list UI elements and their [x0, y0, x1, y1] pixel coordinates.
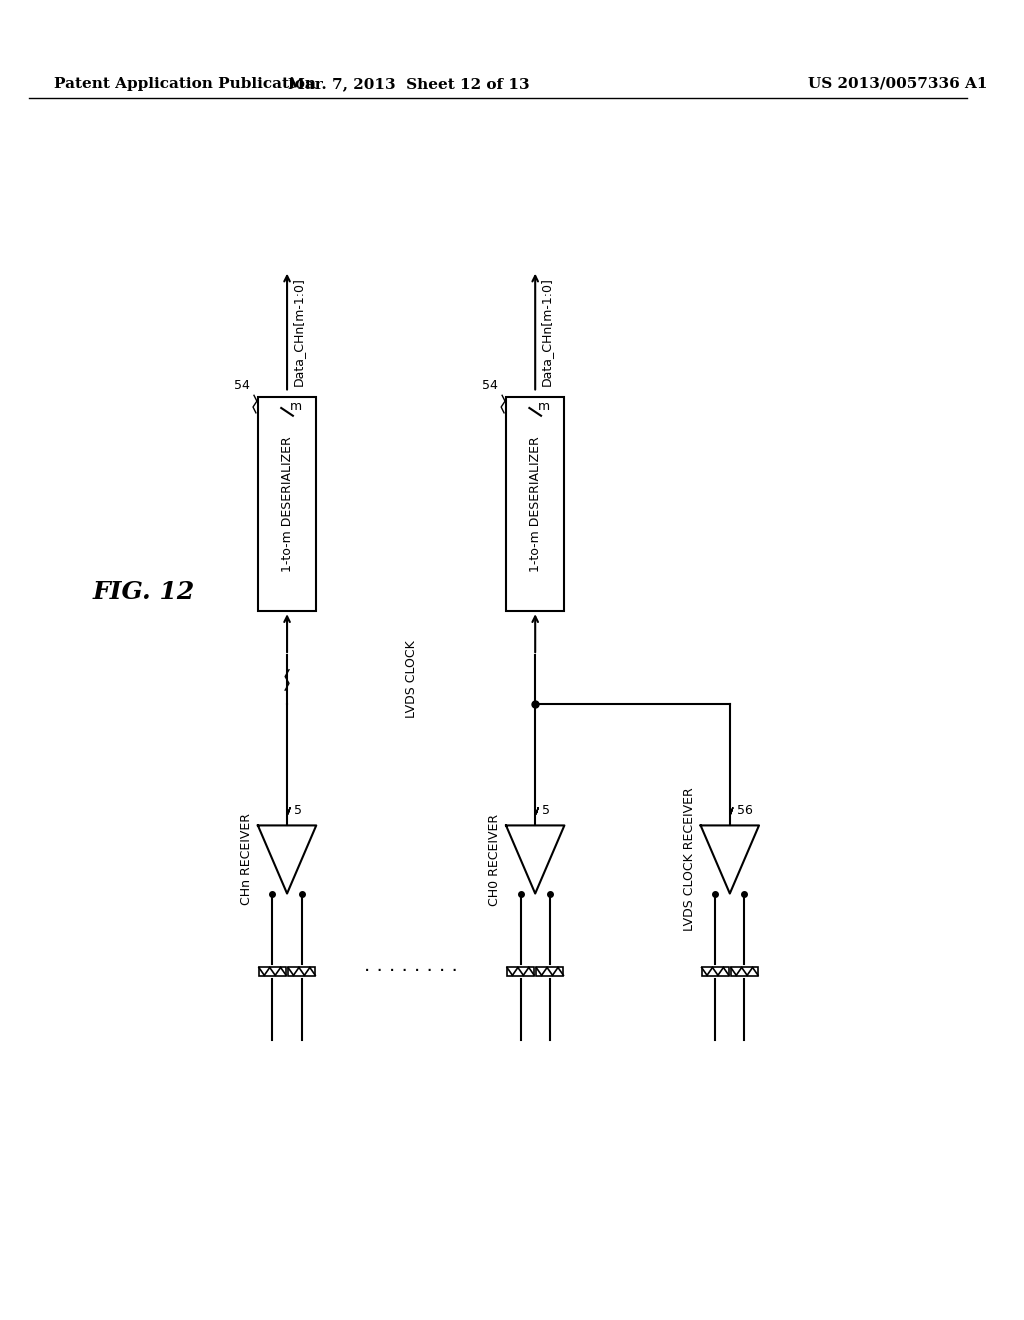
Text: 54: 54	[482, 379, 499, 392]
Bar	[506, 397, 564, 611]
Text: CHn RECEIVER: CHn RECEIVER	[240, 813, 253, 906]
Text: Data_CHn[m-1:0]: Data_CHn[m-1:0]	[540, 277, 553, 385]
Text: m: m	[539, 400, 550, 413]
Bar	[537, 966, 563, 977]
Bar	[288, 966, 315, 977]
Text: 5: 5	[542, 804, 550, 817]
Bar	[507, 966, 535, 977]
Text: FIG. 12: FIG. 12	[92, 579, 195, 603]
Text: Data_CHn[m-1:0]: Data_CHn[m-1:0]	[292, 277, 305, 385]
Text: · · · · · · · ·: · · · · · · · ·	[365, 962, 458, 981]
Text: 54: 54	[234, 379, 250, 392]
Text: 5: 5	[294, 804, 302, 817]
Text: LVDS CLOCK: LVDS CLOCK	[404, 640, 418, 718]
Text: LVDS CLOCK RECEIVER: LVDS CLOCK RECEIVER	[683, 788, 695, 932]
Text: 1-to-m DESERIALIZER: 1-to-m DESERIALIZER	[528, 437, 542, 572]
Text: Patent Application Publication: Patent Application Publication	[53, 77, 315, 91]
Text: m: m	[290, 400, 302, 413]
Text: 56: 56	[736, 804, 753, 817]
Bar	[258, 397, 316, 611]
Bar	[701, 966, 729, 977]
Text: Mar. 7, 2013  Sheet 12 of 13: Mar. 7, 2013 Sheet 12 of 13	[288, 77, 529, 91]
Text: CH0 RECEIVER: CH0 RECEIVER	[488, 813, 501, 906]
Bar	[259, 966, 286, 977]
Bar	[731, 966, 758, 977]
Text: 1-to-m DESERIALIZER: 1-to-m DESERIALIZER	[281, 437, 294, 572]
Text: US 2013/0057336 A1: US 2013/0057336 A1	[808, 77, 987, 91]
